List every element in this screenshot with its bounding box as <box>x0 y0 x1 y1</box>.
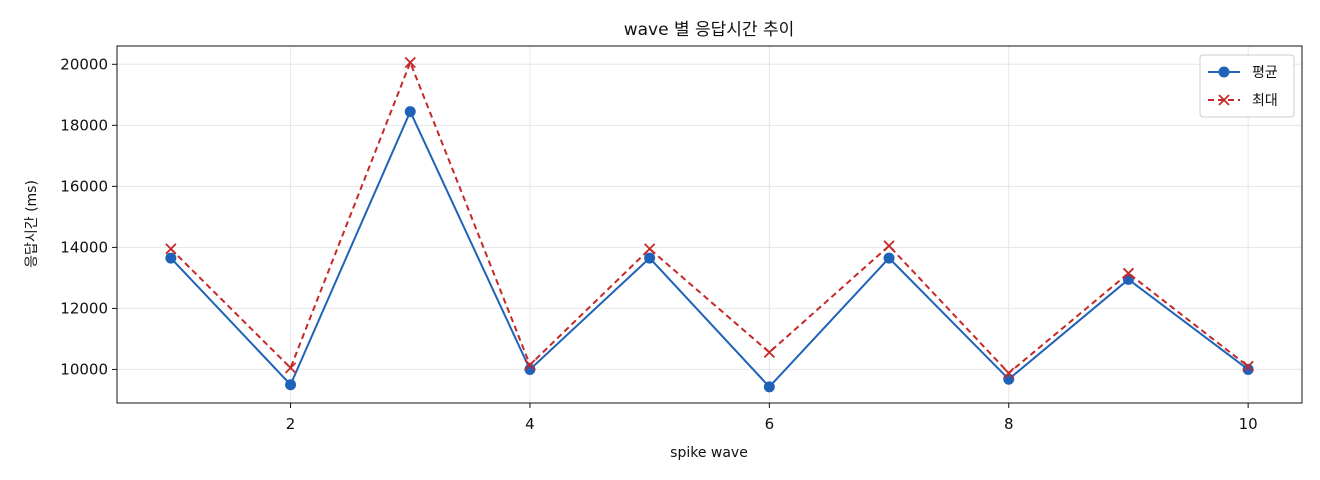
grid-layer <box>117 46 1302 403</box>
series-0-point <box>285 379 297 391</box>
series-0-point <box>644 252 656 264</box>
y-tick-label: 20000 <box>60 55 108 73</box>
chart-title: wave 별 응답시간 추이 <box>624 20 795 40</box>
y-tick-label: 12000 <box>60 299 108 317</box>
y-tick-label: 14000 <box>60 238 108 256</box>
y-axis-label: 응답시간 (ms) <box>24 180 40 268</box>
series-line-1 <box>170 59 1249 375</box>
legend-label-0: 평균 <box>1252 65 1278 81</box>
plot-frame <box>116 45 1303 404</box>
x-tick-label: 10 <box>1239 415 1258 433</box>
x-tick-label: 4 <box>525 415 535 433</box>
legend-label-1: 최대 <box>1252 93 1278 109</box>
x-axis-label: spike wave <box>670 445 748 461</box>
x-tick-label: 6 <box>765 415 775 433</box>
series-1-point <box>1242 360 1254 373</box>
series-1-point <box>883 240 895 252</box>
legend-box <box>1199 54 1295 118</box>
legend-marker-1 <box>1218 94 1230 106</box>
x-tick-label: 2 <box>286 415 296 433</box>
series-line-0 <box>170 109 1249 389</box>
legend-marker-0 <box>1218 66 1230 78</box>
series-layer <box>165 56 1254 393</box>
series-0-point <box>883 252 895 264</box>
series-1-point <box>165 243 177 255</box>
series-0-point <box>1242 363 1254 375</box>
series-0-point <box>165 252 177 264</box>
series-1-point <box>524 359 536 371</box>
tick-layer: 2 4 6 8 10 10000 12000 14000 16000 18000 20000 <box>60 55 1257 433</box>
series-0-point <box>404 106 416 118</box>
series-1-point <box>284 362 297 374</box>
y-tick-label: 18000 <box>60 116 108 134</box>
series-1-point <box>644 243 656 255</box>
series-0-point <box>763 381 775 393</box>
x-tick-label: 8 <box>1004 415 1014 433</box>
y-tick-label: 16000 <box>60 177 108 195</box>
series-1-point <box>763 346 775 358</box>
series-1-point <box>1122 267 1135 279</box>
y-tick-label: 10000 <box>60 360 108 378</box>
series-1-point <box>404 56 416 69</box>
series-1-point <box>1003 367 1015 379</box>
